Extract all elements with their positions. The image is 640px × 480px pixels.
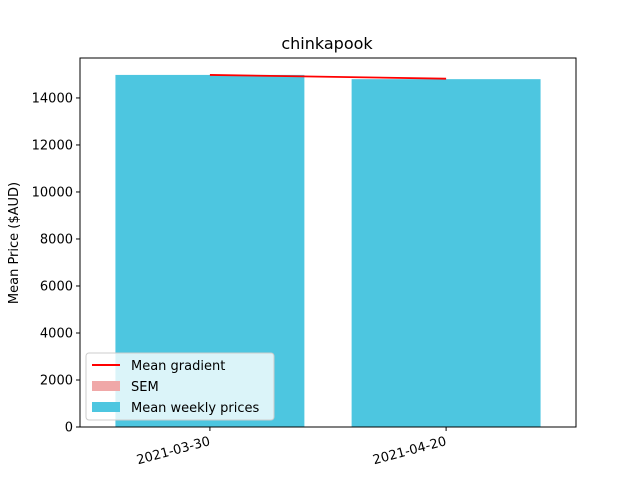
y-tick-label: 2000 xyxy=(40,373,73,388)
y-tick-label: 4000 xyxy=(40,326,73,341)
y-tick-label: 0 xyxy=(65,421,73,436)
y-tick-label: 6000 xyxy=(40,279,73,294)
legend-entry-label: Mean gradient xyxy=(131,359,225,374)
mean-gradient-line xyxy=(209,74,447,80)
x-tick-label: 2021-03-30 xyxy=(135,434,212,468)
plot-area-frame xyxy=(79,57,577,428)
legend-entry-label: SEM xyxy=(131,380,159,395)
x-tick-label: 2021-04-20 xyxy=(371,434,448,468)
y-axis-ticks: 0 2000 4000 6000 8000 10000 12000 14000 xyxy=(32,91,80,436)
legend-entry-label: Mean weekly prices xyxy=(131,401,260,416)
legend-swatch-patch xyxy=(92,402,120,412)
y-tick-label: 14000 xyxy=(32,91,73,106)
legend-swatch-patch xyxy=(92,381,120,391)
bar-2021-04-20 xyxy=(351,79,541,427)
legend-box xyxy=(85,352,275,421)
legend: Mean gradient SEM Mean weekly prices xyxy=(85,352,275,421)
y-tick-label: 10000 xyxy=(32,185,73,200)
y-tick-label: 12000 xyxy=(32,138,73,153)
x-axis-ticks: 2021-03-30 2021-04-20 xyxy=(135,427,448,468)
y-axis-label: Mean Price ($AUD) xyxy=(7,182,22,304)
chart-title: chinkapook xyxy=(281,34,373,53)
y-tick-label: 8000 xyxy=(40,232,73,247)
mean-gradient-group xyxy=(209,74,447,80)
